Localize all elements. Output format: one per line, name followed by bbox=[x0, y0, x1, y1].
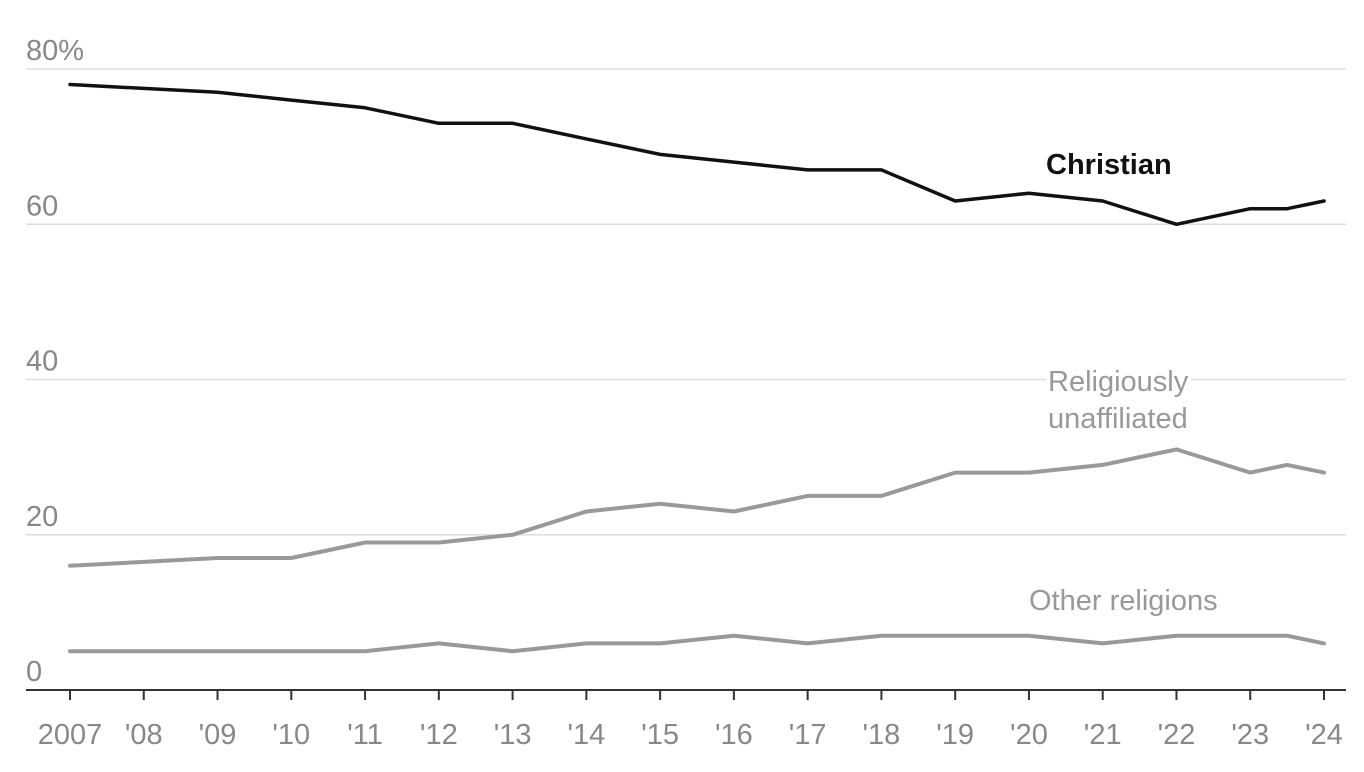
y-tick-label: 0 bbox=[26, 656, 42, 688]
x-tick-label: '08 bbox=[125, 719, 163, 751]
series-line-other-religions bbox=[68, 633, 1326, 654]
x-tick-label: '17 bbox=[789, 719, 827, 751]
x-tick-label: '13 bbox=[494, 719, 532, 751]
x-tick-label: '09 bbox=[199, 719, 237, 751]
y-tick-label: 20 bbox=[26, 501, 58, 533]
x-tick-label: '14 bbox=[567, 719, 605, 751]
x-tick-label: '20 bbox=[1010, 719, 1048, 751]
x-tick-label: '21 bbox=[1084, 719, 1122, 751]
x-tick-label: '24 bbox=[1305, 719, 1343, 751]
y-tick-label: 40 bbox=[26, 346, 58, 378]
x-tick-label: '11 bbox=[347, 719, 383, 751]
series-label-religiously-unaffiliated: unaffiliated bbox=[1048, 403, 1188, 435]
series-line-christian bbox=[68, 82, 1326, 227]
series-label-religiously-unaffiliated: Religiously bbox=[1048, 366, 1189, 398]
x-tick-label: '10 bbox=[272, 719, 310, 751]
x-axis: 2007 '08 '09 '10 '11 '12 '13 '14 '15 '16 '17 '18 '19… bbox=[26, 689, 1346, 751]
series-line-religiously-unaffiliated bbox=[68, 447, 1326, 568]
series-lines bbox=[68, 82, 1326, 654]
x-tick-label: '23 bbox=[1231, 719, 1269, 751]
gridlines bbox=[26, 68, 1346, 536]
x-tick-label: 2007 bbox=[38, 719, 103, 751]
x-tick-label: '19 bbox=[936, 719, 974, 751]
y-tick-label: 80% bbox=[26, 35, 84, 67]
y-tick-label: 60 bbox=[26, 190, 58, 222]
y-axis-labels: 0 20 40 60 80% bbox=[26, 35, 84, 688]
series-label-christian: Christian bbox=[1046, 149, 1172, 181]
x-tick-label: '18 bbox=[863, 719, 901, 751]
series-labels: Christian Religiously unaffiliated Other re… bbox=[1025, 149, 1222, 621]
series-label-other-religions: Other religions bbox=[1029, 585, 1218, 617]
x-tick-label: '16 bbox=[715, 719, 753, 751]
x-tick-label: '15 bbox=[641, 719, 679, 751]
x-tick-label: '12 bbox=[420, 719, 458, 751]
x-tick-label: '22 bbox=[1158, 719, 1196, 751]
